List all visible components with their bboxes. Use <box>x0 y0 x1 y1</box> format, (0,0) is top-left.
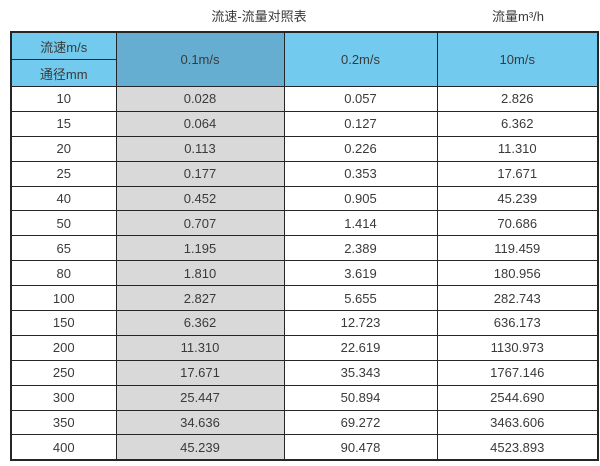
table-header: 流速m/s 0.1m/s 0.2m/s 10m/s 通径mm <box>10 31 599 87</box>
value-10ms-cell: 45.239 <box>436 185 599 212</box>
value-10ms-cell: 2.826 <box>436 86 599 112</box>
flow-rate-table: 流速m/s 0.1m/s 0.2m/s 10m/s 通径mm 10 0.028 0.… <box>10 31 599 462</box>
diameter-cell: 20 <box>10 135 117 162</box>
value-0-1ms-cell: 0.064 <box>115 110 285 137</box>
diameter-cell: 200 <box>10 334 117 361</box>
table-row: 80 1.810 3.619 180.956 <box>10 260 599 287</box>
table-row: 300 25.447 50.894 2544.690 <box>10 384 599 411</box>
table-row: 40 0.452 0.905 45.239 <box>10 185 599 212</box>
diameter-cell: 100 <box>10 285 117 312</box>
value-10ms-cell: 17.671 <box>436 160 599 187</box>
table-row: 10 0.028 0.057 2.826 <box>10 86 599 112</box>
diameter-cell: 350 <box>10 409 117 436</box>
value-0-1ms-cell: 0.707 <box>115 210 285 237</box>
value-0-1ms-cell: 17.671 <box>115 359 285 386</box>
diameter-cell: 15 <box>10 110 117 137</box>
value-0-2ms-cell: 0.127 <box>283 110 438 137</box>
diameter-cell: 40 <box>10 185 117 212</box>
table-row: 15 0.064 0.127 6.362 <box>10 110 599 137</box>
diameter-cell: 80 <box>10 260 117 287</box>
value-0-2ms-cell: 69.272 <box>283 409 438 436</box>
value-10ms-cell: 3463.606 <box>436 409 599 436</box>
value-0-2ms-cell: 3.619 <box>283 260 438 287</box>
value-10ms-cell: 11.310 <box>436 135 599 162</box>
header-row-top: 流速m/s 0.1m/s 0.2m/s 10m/s <box>10 31 599 87</box>
value-0-2ms-cell: 5.655 <box>283 285 438 312</box>
value-0-1ms-cell: 6.362 <box>115 310 285 336</box>
value-10ms-cell: 282.743 <box>436 285 599 312</box>
value-0-2ms-cell: 50.894 <box>283 384 438 411</box>
value-0-2ms-cell: 90.478 <box>283 434 438 461</box>
diameter-cell: 25 <box>10 160 117 187</box>
value-0-1ms-cell: 25.447 <box>115 384 285 411</box>
diameter-cell: 50 <box>10 210 117 237</box>
table-row: 200 11.310 22.619 1130.973 <box>10 334 599 361</box>
table-body: 10 0.028 0.057 2.826 15 0.064 0.127 6.362 20 0.11… <box>10 86 599 461</box>
value-0-2ms-cell: 0.057 <box>283 86 438 112</box>
value-0-1ms-cell: 0.113 <box>115 135 285 162</box>
value-0-1ms-cell: 2.827 <box>115 285 285 312</box>
value-10ms-cell: 119.459 <box>436 235 599 262</box>
value-0-1ms-cell: 11.310 <box>115 334 285 361</box>
value-0-2ms-cell: 22.619 <box>283 334 438 361</box>
value-0-1ms-cell: 0.452 <box>115 185 285 212</box>
table-row: 20 0.113 0.226 11.310 <box>10 135 599 162</box>
header-row-bottom: 通径mm <box>10 59 598 87</box>
corner-flow-velocity-label: 流速m/s <box>10 31 117 60</box>
value-0-2ms-cell: 35.343 <box>283 359 438 386</box>
page-title: 流速-流量对照表 <box>211 9 307 24</box>
value-0-1ms-cell: 34.636 <box>115 409 285 436</box>
diameter-cell: 400 <box>10 434 117 461</box>
value-0-2ms-cell: 1.414 <box>283 210 438 237</box>
value-10ms-cell: 1130.973 <box>436 334 599 361</box>
value-10ms-cell: 70.686 <box>436 210 599 237</box>
value-0-2ms-cell: 0.353 <box>283 160 438 187</box>
value-10ms-cell: 4523.893 <box>436 434 599 461</box>
diameter-cell: 10 <box>10 86 117 112</box>
table-row: 250 17.671 35.343 1767.146 <box>10 359 599 386</box>
corner-diameter-label: 通径mm <box>10 59 117 87</box>
table-row: 150 6.362 12.723 636.173 <box>10 310 599 336</box>
value-10ms-cell: 636.173 <box>436 310 599 336</box>
diameter-cell: 300 <box>10 384 117 411</box>
value-0-1ms-cell: 1.810 <box>115 260 285 287</box>
diameter-cell: 250 <box>10 359 117 386</box>
value-10ms-cell: 2544.690 <box>436 384 599 411</box>
table-row: 50 0.707 1.414 70.686 <box>10 210 599 237</box>
table-row: 100 2.827 5.655 282.743 <box>10 285 599 312</box>
value-10ms-cell: 180.956 <box>436 260 599 287</box>
value-0-2ms-cell: 0.905 <box>283 185 438 212</box>
value-0-2ms-cell: 12.723 <box>283 310 438 336</box>
diameter-cell: 150 <box>10 310 117 336</box>
value-0-1ms-cell: 0.028 <box>115 86 285 112</box>
table-row: 25 0.177 0.353 17.671 <box>10 160 599 187</box>
value-0-1ms-cell: 0.177 <box>115 160 285 187</box>
value-0-2ms-cell: 0.226 <box>283 135 438 162</box>
column-header-0-2ms: 0.2m/s <box>283 31 438 87</box>
diameter-cell: 65 <box>10 235 117 262</box>
table-row: 65 1.195 2.389 119.459 <box>10 235 599 262</box>
column-header-10ms: 10m/s <box>436 31 599 87</box>
flow-unit-label: 流量m³/h <box>491 9 545 24</box>
value-10ms-cell: 6.362 <box>436 110 599 137</box>
column-header-0-1ms: 0.1m/s <box>115 31 285 87</box>
value-10ms-cell: 1767.146 <box>436 359 599 386</box>
value-0-1ms-cell: 45.239 <box>115 434 285 461</box>
title-bar: 流速-流量对照表 流量m³/h <box>0 0 600 31</box>
value-0-2ms-cell: 2.389 <box>283 235 438 262</box>
table-row: 350 34.636 69.272 3463.606 <box>10 409 599 436</box>
value-0-1ms-cell: 1.195 <box>115 235 285 262</box>
table-row: 400 45.239 90.478 4523.893 <box>10 434 599 461</box>
